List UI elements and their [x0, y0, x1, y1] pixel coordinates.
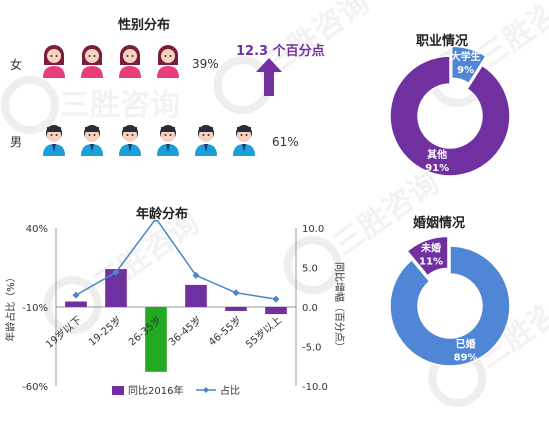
marriage-donut: 未婚 11% 已婚 89% [389, 236, 511, 367]
up-arrow-icon [256, 58, 282, 96]
age-bar [145, 307, 167, 372]
female-icon-row [40, 44, 200, 80]
category-label: 19岁以下 [43, 313, 84, 350]
occupation-donut: 大学生 9% 其他 91% [389, 46, 511, 177]
share-point [232, 289, 240, 297]
right-tick-label: 0.0 [302, 303, 318, 314]
gender-gap-callout: 12.3 个百分点 [236, 44, 325, 59]
left-tick-label: -10% [22, 303, 48, 314]
donut-slice-label: 未婚 [420, 241, 441, 254]
donut-slice-label: 大学生 [451, 50, 481, 63]
age-bar [265, 307, 287, 315]
female-person-icon [40, 44, 68, 78]
female-percent: 39% [192, 57, 219, 71]
svg-text:三胜咨询: 三胜咨询 [60, 88, 180, 123]
male-label: 男 [10, 135, 23, 149]
right-axis-title: 同比增幅（百分点） [333, 262, 346, 352]
share-point [192, 271, 200, 279]
donut-slice [389, 245, 511, 367]
donut-slice [406, 236, 449, 277]
male-icon-row [40, 122, 280, 158]
category-label: 19-25岁 [86, 313, 124, 348]
age-bar [225, 307, 247, 311]
age-bar [105, 269, 127, 307]
male-percent: 61% [272, 135, 299, 149]
left-tick-label: 40% [26, 224, 48, 235]
right-tick-label: 10.0 [302, 224, 324, 235]
donut-slice-percent: 11% [419, 256, 443, 267]
donut-slice [389, 55, 511, 177]
donut-slice-percent: 9% [457, 65, 474, 76]
right-tick-label: -10.0 [302, 382, 328, 393]
share-point [112, 268, 120, 276]
left-tick-label: -60% [22, 382, 48, 393]
category-label: 46-55岁 [206, 313, 244, 348]
male-person-icon [154, 122, 182, 156]
female-person-icon [78, 44, 106, 78]
gender-title: 性别分布 [118, 18, 171, 33]
share-point [72, 291, 80, 299]
right-tick-label: -5.0 [302, 343, 322, 354]
male-person-icon [192, 122, 220, 156]
male-person-icon [40, 122, 68, 156]
category-label: 36-45岁 [166, 313, 204, 348]
female-person-icon [116, 44, 144, 78]
age-chart: 40% -10% -60% 10.0 5.0 0.0 -5.0 -10.0 年龄占比（%） 同比增… [4, 220, 346, 397]
age-chart-title: 年龄分布 [136, 207, 189, 222]
occupation-title: 职业情况 [416, 34, 469, 49]
legend-line-marker [203, 387, 209, 393]
donut-slice-percent: 89% [454, 352, 478, 363]
female-label: 女 [10, 58, 23, 72]
right-tick-label: 5.0 [302, 264, 318, 275]
donut-slice [450, 46, 488, 85]
legend-bar-swatch [112, 386, 124, 395]
donut-slice-label: 其他 [427, 148, 447, 161]
female-person-icon [154, 44, 182, 78]
legend-line-label: 占比 [220, 384, 240, 397]
share-point [272, 295, 280, 303]
share-point [153, 220, 159, 223]
male-person-icon [116, 122, 144, 156]
male-person-icon [78, 122, 106, 156]
left-axis-title: 年龄占比（%） [4, 272, 17, 342]
share-line [75, 220, 277, 300]
male-person-icon [230, 122, 258, 156]
donut-slice-label: 已婚 [456, 337, 476, 350]
marriage-title: 婚姻情况 [413, 216, 466, 231]
age-bar [65, 301, 87, 307]
legend-bar-label: 同比2016年 [128, 384, 183, 397]
donut-slice-percent: 91% [425, 163, 449, 174]
age-bar [185, 284, 207, 307]
watermark: 三胜咨询 [198, 0, 402, 131]
category-label: 55岁以上 [243, 313, 284, 350]
